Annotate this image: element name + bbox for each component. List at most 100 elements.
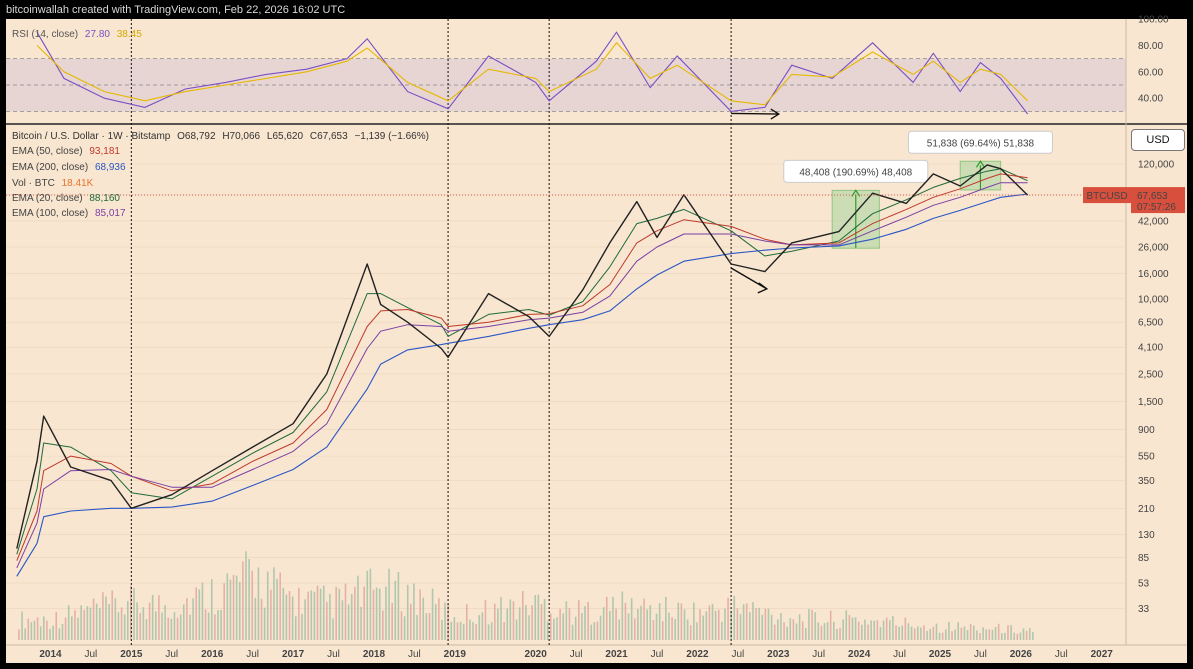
volume-bar: [521, 590, 524, 640]
volume-bar: [1000, 633, 1003, 640]
volume-bar: [475, 624, 477, 640]
ema-series-line: [16, 168, 1028, 555]
volume-bar: [257, 567, 260, 640]
volume-bar: [960, 627, 963, 640]
volume-bar: [525, 605, 527, 640]
indicator-name: EMA (20, close): [12, 193, 83, 204]
volume-bar: [581, 613, 583, 640]
time-tick-label: 2019: [444, 649, 467, 660]
currency-button[interactable]: USD: [1131, 129, 1185, 151]
volume-bar: [350, 594, 353, 640]
volume-bar: [120, 607, 123, 640]
volume-bar: [403, 616, 406, 640]
volume-bar: [210, 579, 213, 640]
volume-bar: [472, 621, 474, 640]
time-tick-label: 2026: [1010, 649, 1033, 660]
volume-bar: [944, 629, 947, 640]
volume-bar: [873, 620, 876, 640]
volume-bar: [512, 601, 515, 640]
volume-bar: [89, 607, 92, 640]
rsi-legend-name: RSI (14, close): [12, 29, 79, 40]
volume-bar: [332, 618, 334, 640]
volume-bar: [553, 618, 555, 640]
volume-bar: [254, 597, 257, 640]
volume-bar: [907, 623, 910, 640]
volume-bar: [624, 602, 627, 640]
volume-bar: [736, 608, 739, 640]
volume-bar: [957, 622, 960, 640]
volume-bar: [1016, 633, 1019, 640]
vertical-markers: [130, 19, 732, 645]
price-tick-label: 2,500: [1138, 369, 1163, 380]
price-tick-label: 6,500: [1138, 318, 1163, 329]
measure-label-box: [907, 130, 1053, 154]
time-axis-ticks: 2014 Jul 2015 Jul 2016 Jul 2017 Jul 2018 Jul 2019 2…: [39, 649, 1113, 660]
volume-bar: [755, 608, 757, 640]
volume-bar: [633, 618, 636, 640]
volume-bar: [991, 629, 994, 640]
volume-bar: [422, 597, 425, 640]
time-tick-label: Jul: [731, 649, 744, 660]
time-tick-label: Jul: [570, 649, 583, 660]
volume-bar: [711, 603, 714, 640]
volume-bar: [92, 598, 95, 640]
volume-bar: [795, 623, 798, 640]
volume-bar: [347, 604, 350, 640]
volume-bar: [214, 614, 216, 640]
volume-bar: [702, 615, 704, 640]
price-tick-label: 900: [1138, 425, 1155, 436]
rsi-axis-ticks: 100.00 80.00 60.00 40.00: [1138, 15, 1169, 105]
volume-bar: [201, 582, 204, 640]
volume-bar: [294, 616, 297, 640]
volume-bar: [721, 621, 723, 640]
volume-bar: [531, 605, 533, 640]
volume-bar: [848, 614, 851, 640]
volume-bar: [630, 598, 633, 640]
volume-bar: [509, 599, 512, 640]
volume-bar: [136, 602, 138, 640]
volume-bar: [49, 628, 51, 640]
volume-bar: [966, 629, 969, 640]
volume-bar: [341, 600, 344, 640]
volume-bar: [587, 602, 589, 640]
volume-bar: [506, 608, 509, 640]
volume-bar: [354, 586, 356, 640]
volume-bar: [397, 572, 400, 640]
volume-bar: [500, 597, 502, 640]
time-tick-label: Jul: [85, 649, 98, 660]
volume-bar: [559, 608, 561, 640]
volume-bar: [546, 621, 549, 640]
volume-bar: [767, 608, 770, 640]
time-tick-label: 2020: [525, 649, 548, 660]
price-tick-label: 53: [1138, 579, 1150, 590]
volume-bar: [217, 610, 219, 640]
volume-bar: [385, 586, 387, 640]
ohlc-high: H70,066: [222, 131, 261, 142]
symbol-badge-bg: [1083, 187, 1131, 204]
volume-bar: [571, 624, 574, 640]
price-axis-ticks: 120,00068,00042,00026,00016,00010,0006,5…: [6, 159, 1185, 615]
volume-bar: [556, 617, 558, 640]
volume-bar: [599, 615, 602, 640]
measure-label-box: [783, 159, 929, 183]
volume-bar: [413, 583, 415, 640]
ohlc-close: C67,653: [309, 131, 348, 142]
volume-bar: [369, 568, 372, 640]
volume-bar: [562, 613, 565, 640]
volume-bar: [537, 594, 540, 640]
volume-bar: [375, 587, 378, 640]
volume-bar: [655, 613, 658, 640]
volume-bar: [649, 605, 652, 640]
price-tick-label: 210: [1138, 504, 1155, 515]
volume-bar: [438, 598, 440, 640]
volume-bar: [857, 621, 860, 640]
volume-bar: [798, 614, 801, 640]
volume-bar: [462, 623, 465, 640]
volume-bar: [811, 609, 813, 640]
volume-bar: [764, 608, 767, 640]
time-tick-label: 2022: [686, 649, 709, 660]
volume-bar: [98, 608, 101, 640]
volume-bar: [123, 614, 126, 640]
volume-bar: [605, 596, 608, 640]
